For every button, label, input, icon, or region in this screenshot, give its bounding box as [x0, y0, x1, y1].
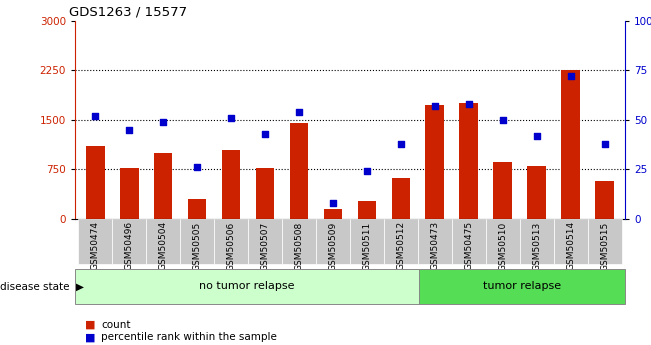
Text: GSM50507: GSM50507 [260, 221, 270, 270]
Point [464, 101, 474, 107]
Bar [180, 219, 214, 264]
Text: GSM50514: GSM50514 [566, 221, 575, 270]
Text: percentile rank within the sample: percentile rank within the sample [101, 333, 277, 342]
Point [158, 119, 169, 125]
Bar [588, 219, 622, 264]
Text: GSM50474: GSM50474 [90, 221, 100, 270]
Text: GSM50510: GSM50510 [498, 221, 507, 270]
Bar [350, 219, 384, 264]
Bar [595, 181, 614, 219]
Text: GSM50505: GSM50505 [193, 221, 202, 270]
Bar [527, 166, 546, 219]
Bar [120, 168, 139, 219]
Point [531, 133, 542, 139]
Bar [146, 219, 180, 264]
Point [566, 73, 576, 79]
Text: ■: ■ [85, 333, 99, 342]
Bar [222, 150, 240, 219]
Bar [357, 200, 376, 219]
Bar [214, 219, 248, 264]
Text: GDS1263 / 15577: GDS1263 / 15577 [70, 5, 187, 18]
Bar [519, 219, 553, 264]
Text: GSM50504: GSM50504 [159, 221, 168, 270]
Bar [391, 178, 410, 219]
Text: GSM50475: GSM50475 [464, 221, 473, 270]
Point [124, 127, 134, 132]
Bar [86, 146, 105, 219]
Bar [154, 153, 173, 219]
Text: tumor relapse: tumor relapse [483, 282, 561, 291]
Point [192, 165, 202, 170]
Bar [460, 104, 478, 219]
Point [497, 117, 508, 123]
Point [294, 109, 304, 115]
Text: ■: ■ [85, 320, 99, 330]
Bar [419, 269, 625, 304]
Bar [426, 105, 444, 219]
Bar [248, 219, 282, 264]
Bar [324, 209, 342, 219]
Point [600, 141, 610, 147]
Text: GSM50509: GSM50509 [329, 221, 337, 270]
Text: GSM50513: GSM50513 [532, 221, 541, 270]
Bar [452, 219, 486, 264]
Bar [486, 219, 519, 264]
Bar [493, 162, 512, 219]
Point [260, 131, 270, 137]
Bar [256, 168, 274, 219]
Bar [282, 219, 316, 264]
Bar [112, 219, 146, 264]
Text: disease state  ▶: disease state ▶ [0, 282, 84, 291]
Bar [290, 122, 309, 219]
Bar [78, 219, 112, 264]
Text: GSM50473: GSM50473 [430, 221, 439, 270]
Bar [384, 219, 418, 264]
Text: count: count [101, 320, 130, 330]
Bar [187, 199, 206, 219]
Point [362, 169, 372, 174]
Text: GSM50508: GSM50508 [294, 221, 303, 270]
Bar [75, 269, 419, 304]
Point [327, 200, 338, 206]
Text: GSM50515: GSM50515 [600, 221, 609, 270]
Text: GSM50512: GSM50512 [396, 221, 406, 270]
Text: no tumor relapse: no tumor relapse [199, 282, 294, 291]
Point [430, 103, 440, 109]
Bar [418, 219, 452, 264]
Bar [561, 70, 580, 219]
Point [226, 115, 236, 121]
Point [90, 113, 100, 119]
Text: GSM50496: GSM50496 [125, 221, 133, 270]
Bar [316, 219, 350, 264]
Text: GSM50511: GSM50511 [363, 221, 371, 270]
Bar [553, 219, 588, 264]
Point [396, 141, 406, 147]
Text: GSM50506: GSM50506 [227, 221, 236, 270]
